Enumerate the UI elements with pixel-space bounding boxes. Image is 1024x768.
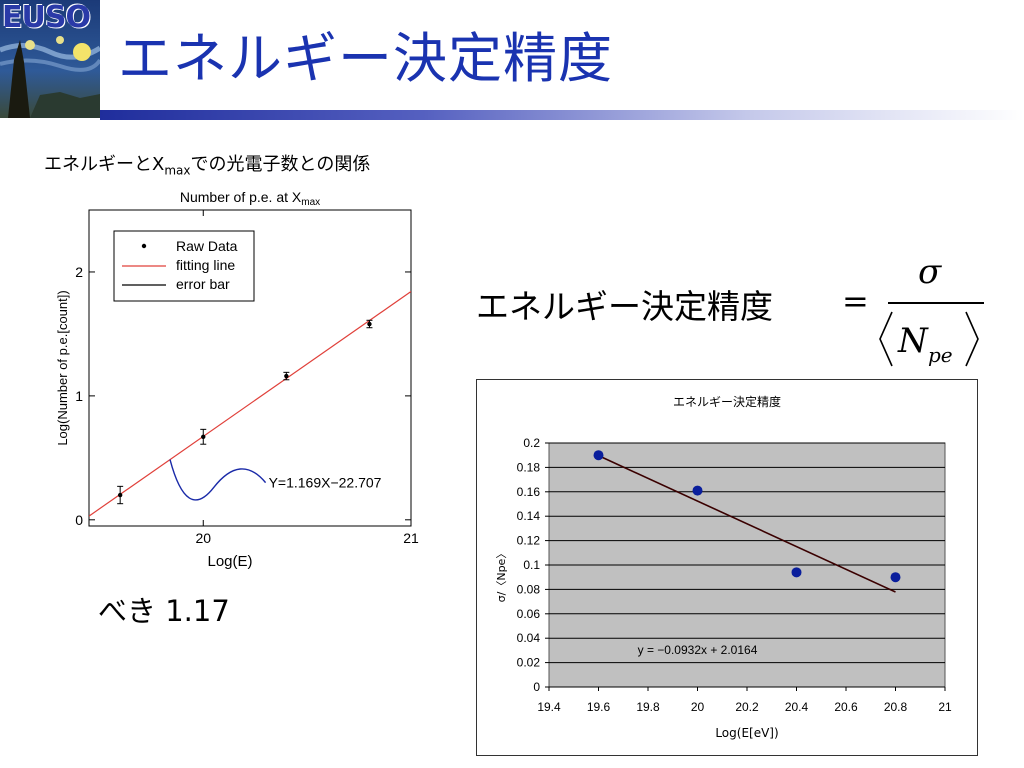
pe-chart-svg: Number of p.e. at Xmax 20 21 0 1 2 Log(E) Log(N… — [55, 189, 419, 570]
x-axis-label: Log(E) — [207, 553, 252, 570]
x-tick-label: 20.4 — [785, 700, 809, 714]
y-tick-label: 0 — [75, 512, 83, 528]
legend-marker-raw — [141, 243, 147, 249]
x-tick-label: 19.4 — [537, 700, 561, 714]
y-tick-label: 0.18 — [517, 460, 541, 474]
fitting-line — [89, 291, 411, 517]
formula-denominator: N pe — [879, 311, 979, 367]
y-axis-label: Log(Number of p.e.[count]) — [55, 290, 70, 445]
y-tick-label: 0.1 — [523, 558, 540, 572]
y-tick-label: 2 — [75, 264, 83, 280]
x-tick-label: 20 — [195, 530, 211, 546]
x-tick-label: 19.6 — [587, 700, 611, 714]
x-tick-label: 20.6 — [834, 700, 858, 714]
data-point — [890, 572, 901, 583]
power-index-text: べき 1.17 — [98, 594, 230, 628]
euso-logo: EUSO — [0, 0, 100, 118]
chart-title: エネルギー決定精度 — [673, 394, 781, 409]
trendline-equation: y = −0.0932x + 2.0164 — [638, 643, 758, 657]
left-angle-bracket — [879, 311, 893, 367]
data-point — [692, 485, 703, 496]
title-underline — [100, 110, 1024, 120]
page-title: エネルギー決定精度 — [118, 27, 613, 90]
formula-denominator-sub: pe — [928, 343, 953, 367]
fraction-bar — [888, 302, 984, 304]
logo-text: EUSO — [2, 0, 91, 35]
chart-title: Number of p.e. at Xmax — [180, 189, 320, 208]
formula-numerator: σ — [918, 252, 942, 292]
caption-prefix: エネルギーとX — [44, 154, 165, 175]
legend-label: error bar — [176, 276, 230, 292]
chart-title-subscript: max — [301, 197, 320, 208]
y-tick-label: 0.14 — [517, 509, 541, 523]
starry-night-image — [0, 0, 100, 118]
y-tick-label: 0.16 — [517, 485, 541, 499]
data-point — [791, 567, 802, 578]
data-point — [201, 434, 206, 439]
y-tick-label: 0 — [533, 680, 540, 694]
x-tick-label: 21 — [403, 530, 419, 546]
right-angle-bracket — [965, 311, 979, 367]
y-tick-label: 0.02 — [517, 656, 541, 670]
fit-equation-label: Y=1.169X−22.707 — [269, 475, 382, 491]
formula-lhs: エネルギー決定精度 — [476, 287, 773, 326]
x-axis-label: Log(E[eV]) — [715, 726, 778, 740]
legend-label: fitting line — [176, 257, 235, 273]
formula-equals: = — [842, 282, 869, 320]
y-tick-label: 0.2 — [523, 436, 540, 450]
resolution-formula: エネルギー決定精度 = σ N pe — [470, 252, 990, 378]
y-tick-label: 0.08 — [517, 582, 541, 596]
legend-label: Raw Data — [176, 238, 238, 254]
data-point — [117, 492, 123, 498]
error-curve — [169, 459, 267, 501]
x-tick-label: 20.8 — [884, 700, 908, 714]
x-tick-label: 21 — [938, 700, 952, 714]
x-tick-label: 20.2 — [735, 700, 759, 714]
y-tick-label: 0.12 — [517, 534, 541, 548]
y-axis-label: σ/〈Npe〉 — [495, 548, 508, 603]
x-tick-label: 20 — [691, 700, 705, 714]
x-tick-label: 19.8 — [636, 700, 660, 714]
chart-caption: エネルギーとXmaxでの光電子数との関係 — [44, 150, 370, 178]
caption-suffix: での光電子数との関係 — [190, 154, 371, 175]
trendline — [598, 454, 896, 593]
data-point — [367, 321, 372, 327]
y-tick-label: 1 — [75, 388, 83, 404]
resolution-chart-svg: エネルギー決定精度 0 0.02 0.04 0.06 0.08 0.1 0.12 0.14 0.1… — [495, 394, 952, 740]
data-point — [284, 373, 289, 379]
y-tick-label: 0.06 — [517, 607, 541, 621]
y-tick-label: 0.04 — [517, 631, 541, 645]
formula-denominator-var: N — [897, 321, 929, 361]
caption-subscript: max — [164, 163, 191, 178]
data-point — [593, 450, 604, 461]
plot-frame — [88, 209, 412, 527]
energy-resolution-chart: エネルギー決定精度 0 0.02 0.04 0.06 0.08 0.1 0.12 0.14 0.1… — [476, 379, 978, 756]
pe-vs-energy-chart: Number of p.e. at Xmax 20 21 0 1 2 Log(E) Log(N… — [40, 180, 430, 570]
